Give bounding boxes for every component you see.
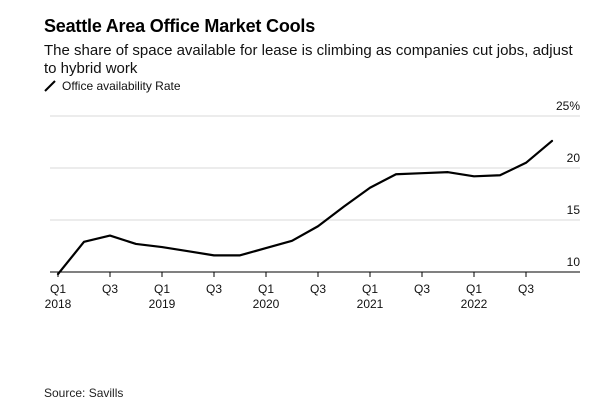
x-tick-year-label: 2019 [149, 297, 176, 311]
x-tick-year-label: 2020 [253, 297, 280, 311]
x-tick-label: Q1 [258, 282, 274, 296]
x-tick-year-label: 2021 [357, 297, 384, 311]
x-tick-label: Q3 [310, 282, 326, 296]
x-tick-label: Q3 [414, 282, 430, 296]
legend-line-icon [44, 80, 56, 92]
series-line-office-availability [56, 139, 554, 276]
x-tick-label: Q3 [102, 282, 118, 296]
legend: Office availability Rate [44, 79, 181, 93]
legend-label: Office availability Rate [62, 79, 181, 93]
y-tick-label: 25% [556, 99, 580, 113]
chart-subtitle: The share of space available for lease i… [44, 42, 573, 77]
y-tick-label: 10 [567, 255, 581, 269]
x-tick-label: Q3 [518, 282, 534, 296]
x-tick-label: Q1 [466, 282, 482, 296]
x-tick-label: Q3 [206, 282, 222, 296]
x-tick-year-label: 2018 [45, 297, 72, 311]
x-tick-label: Q1 [362, 282, 378, 296]
x-tick-year-label: 2022 [461, 297, 488, 311]
x-tick-label: Q1 [50, 282, 66, 296]
source-note: Source: Savills [44, 386, 124, 400]
chart-title: Seattle Area Office Market Cools [44, 16, 316, 36]
x-tick-label: Q1 [154, 282, 170, 296]
y-tick-label: 15 [567, 203, 581, 217]
y-tick-label: 20 [567, 151, 581, 165]
